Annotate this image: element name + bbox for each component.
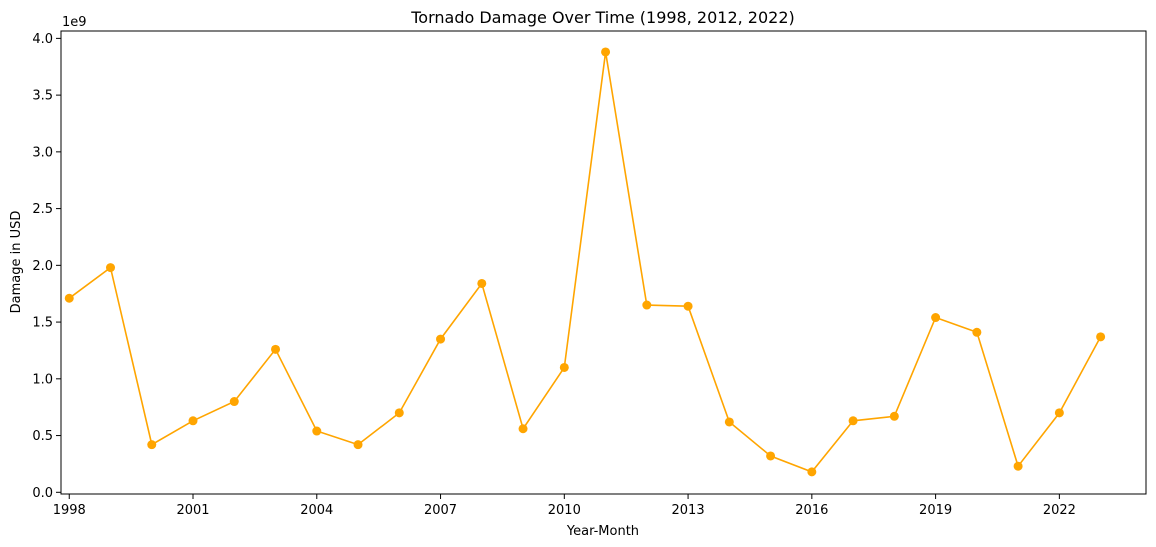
y-tick-label: 0.0 [32,486,53,501]
data-point [106,263,116,273]
data-point [518,424,528,434]
data-point [972,327,982,337]
y-offset-label: 1e9 [62,15,87,30]
data-point [766,451,776,461]
data-point [477,278,487,288]
data-point [147,440,157,450]
data-point [889,411,899,421]
data-point [229,397,239,407]
x-tick-label: 2016 [795,503,828,518]
series-line [68,51,1102,473]
data-point [188,416,198,426]
y-tick-label: 1.5 [32,316,53,331]
y-tick-label: 0.5 [32,429,53,444]
y-tick-label: 2.0 [32,259,53,274]
series-markers [64,47,1106,477]
x-axis-label: Year-Month [566,524,639,539]
y-axis: 0.0 0.5 1.0 1.5 2.0 2.5 3.0 3.5 4.0 [32,32,61,501]
data-point [271,344,281,354]
x-tick-label: 2001 [176,503,209,518]
data-point [848,416,858,426]
y-tick-label: 2.5 [32,202,53,217]
y-tick-label: 3.0 [32,145,53,160]
x-tick-label: 2010 [548,503,581,518]
data-point [353,440,363,450]
y-axis-label: Damage in USD [9,211,24,314]
data-point [64,293,74,303]
data-point [394,408,404,418]
data-point [642,300,652,310]
x-tick-label: 2019 [919,503,952,518]
data-point [1096,332,1106,342]
x-tick-label: 2004 [300,503,333,518]
chart-title: Tornado Damage Over Time (1998, 2012, 20… [410,8,795,27]
data-point [724,417,734,427]
x-axis: 1998 2001 2004 2007 2010 2013 2016 2019 2022 [53,494,1076,518]
data-point [312,426,322,436]
data-point [559,362,569,372]
data-point [807,467,817,477]
y-tick-label: 3.5 [32,89,53,104]
data-point [601,47,611,57]
plot-area [60,30,1147,495]
data-point [931,313,941,323]
x-tick-label: 1998 [53,503,86,518]
data-point [683,301,693,311]
x-tick-label: 2007 [424,503,457,518]
data-point [1054,408,1064,418]
data-point [436,334,446,344]
y-tick-label: 4.0 [32,32,53,47]
data-point [1013,461,1023,471]
x-tick-label: 2022 [1043,503,1076,518]
y-tick-label: 1.0 [32,372,53,387]
x-tick-label: 2013 [672,503,705,518]
